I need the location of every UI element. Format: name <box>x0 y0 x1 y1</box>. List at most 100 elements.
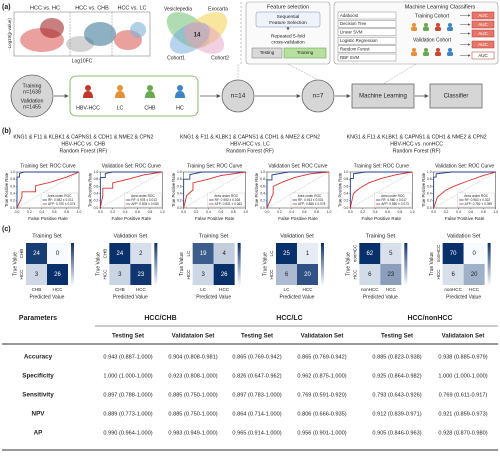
table-cell: 0.965 (0.914-1.000) <box>232 430 281 436</box>
y-tick-label: 0.2 <box>177 199 182 203</box>
y-tick-label: 0.4 <box>177 191 182 195</box>
class-label: HCC <box>136 287 147 292</box>
cell-value: 20 <box>471 272 478 278</box>
y-tick-label: 0.6 <box>427 184 432 188</box>
class-label: HCC <box>219 287 230 292</box>
cell-value: 3 <box>35 272 39 278</box>
legend-entry: AFP: 0.850 ± 0.073 <box>381 202 409 206</box>
table-cell: 0.897 (0.783-1.000) <box>232 392 281 398</box>
cell-value: 24 <box>116 251 123 257</box>
matrix-title: Training Set <box>199 233 229 239</box>
x-tick-label: 0.2 <box>194 210 199 214</box>
colorbar <box>320 243 324 285</box>
x-tick-label: 0.6 <box>219 210 224 214</box>
table-header: HCC/nonHCC <box>407 315 452 322</box>
plot-title: Training Set: ROC Curve <box>20 163 76 169</box>
comparison: HBV-HCC vs. CHB <box>61 141 105 147</box>
plot-title: Validation Set: ROC Curve <box>435 163 494 169</box>
cell-value: 1 <box>306 251 310 257</box>
x-tick-label: 0.0 <box>15 210 20 214</box>
volcano-plot <box>13 11 151 57</box>
table-cell: 0.769 (0.591-0.920) <box>297 392 346 398</box>
table-cell: 0.865 (0.769-0.942) <box>297 354 346 360</box>
table-cell: 1.000 (1.000-1.000) <box>103 373 152 379</box>
matrix-cell <box>296 264 318 285</box>
x-axis-label: False Positive Rate <box>112 216 152 221</box>
roc-curve <box>99 171 163 209</box>
matrix-cell <box>26 243 47 264</box>
table-cell: 0.983 (0.949-1.000) <box>168 430 217 436</box>
class-label: HCC <box>103 269 108 280</box>
class-label: HCC <box>353 269 358 280</box>
y-axis-label: True Positive Rate <box>254 172 259 207</box>
table-cell: 0.990 (0.964-1.000) <box>103 430 152 436</box>
x-tick-label: 0.2 <box>444 210 449 214</box>
y-axis-label: True Positive Rate <box>421 172 426 207</box>
y-axis-label: True Positive Rate <box>4 172 9 207</box>
comparison: HBV-HCC vs. LC <box>230 141 270 147</box>
table-subheader: Testing Set <box>241 334 273 340</box>
class-label: CHB <box>32 287 42 292</box>
table-cell: 0.806 (0.666-0.935) <box>297 411 346 417</box>
auc-label: AUC <box>478 42 488 47</box>
matrix-cell <box>463 264 485 285</box>
class-label: HCC <box>436 269 441 280</box>
cell-value: 3 <box>118 272 122 278</box>
x-tick-label: 0.8 <box>481 210 486 214</box>
roc-curve <box>266 171 330 209</box>
training-box <box>283 47 327 59</box>
table-header: HCC/CHB <box>144 315 176 322</box>
x-tick-label: 0.2 <box>360 210 365 214</box>
split-text: Training <box>297 50 314 55</box>
y-tick-label: 0.4 <box>260 191 265 195</box>
y-tick-label: 1.0 <box>427 170 432 174</box>
auc-box <box>471 51 495 60</box>
roc-curve <box>16 171 80 209</box>
colorbar <box>487 243 491 285</box>
class-label: HCC <box>386 287 397 292</box>
classifier-name: Linear SVM <box>340 30 363 35</box>
x-axis-label: False Positive Rate <box>278 216 318 221</box>
marker-panel: KNG1 & F11 & KLBK1 & CAPNS1 & CDH1 & NME… <box>180 134 320 140</box>
table-cell: 1.000 (1.000-1.000) <box>438 373 487 379</box>
cell-value: 26 <box>54 272 61 278</box>
matrix-title: Training Set <box>32 233 62 239</box>
person-icon <box>448 23 452 27</box>
x-tick-label: 0.6 <box>468 210 473 214</box>
cell-value: 0 <box>472 251 476 257</box>
legend-box <box>290 192 329 208</box>
y-tick-label: 0.2 <box>427 199 432 203</box>
x-axis-label: False Positive Rate <box>28 216 68 221</box>
person-icon <box>117 85 123 91</box>
x-tick-label: 0.8 <box>64 210 69 214</box>
roc-curve <box>99 171 163 208</box>
chance-line <box>350 171 413 209</box>
person-icon <box>412 48 416 52</box>
y-tick-label: 0.4 <box>427 191 432 195</box>
x-tick-label: 0.8 <box>148 210 153 214</box>
person-icon <box>115 91 125 98</box>
legend-entry: AFP: 0.866 ± 0.078 <box>298 202 326 206</box>
x-tick-label: 1.0 <box>327 210 332 214</box>
roc-curve <box>433 171 496 208</box>
matrix-title: Validation Set <box>114 233 148 239</box>
x-tick-label: 1.0 <box>493 210 498 214</box>
y-axis-label: True Value <box>346 252 352 276</box>
row-label: Specificity <box>22 373 54 380</box>
x-tick-label: 0.4 <box>289 210 294 214</box>
y-tick-label: 0.6 <box>260 184 265 188</box>
y-tick-label: 0.0 <box>427 206 432 210</box>
group-label: LC <box>117 105 124 111</box>
person-icon <box>423 27 429 31</box>
legend-entry: AFP: 0.781 ± 0.059 <box>465 202 493 206</box>
table-cell: 0.956 (0.901-1.000) <box>297 430 346 436</box>
x-tick-label: 0.2 <box>277 210 282 214</box>
x-tick-label: 1.0 <box>77 210 82 214</box>
cell-value: 2 <box>139 251 143 257</box>
table-cell: 0.793 (0.643-0.926) <box>372 392 421 398</box>
y-tick-label: 0.0 <box>10 206 15 210</box>
matrix-cell <box>109 264 131 285</box>
connector <box>287 63 319 81</box>
x-tick-label: 0.6 <box>302 210 307 214</box>
